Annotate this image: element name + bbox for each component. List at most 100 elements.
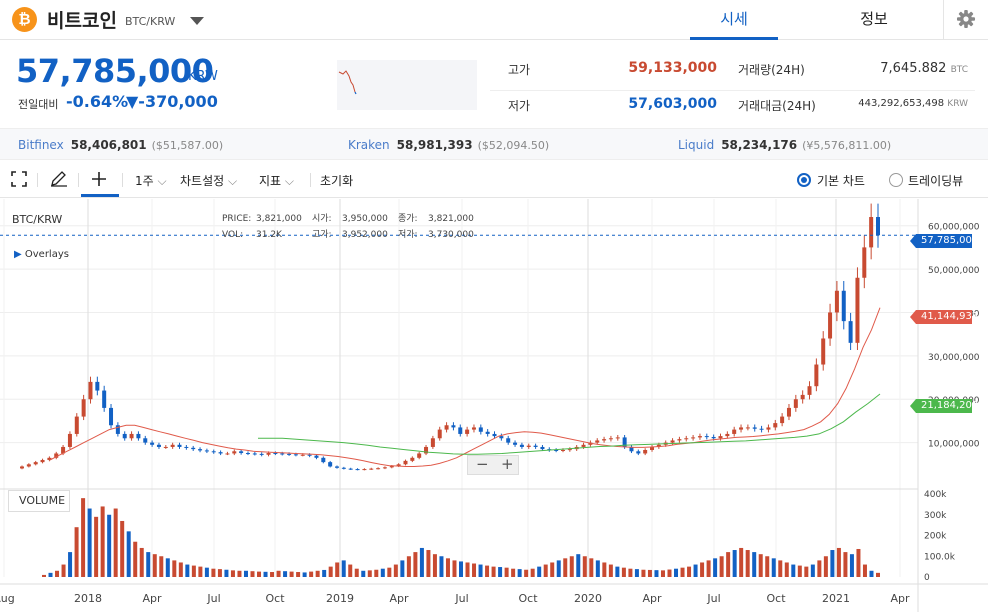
chevron-down-icon[interactable] xyxy=(190,17,204,25)
volume-bar xyxy=(126,531,131,577)
coin-pair[interactable]: BTC/KRW xyxy=(125,15,176,28)
volume-bar xyxy=(582,556,587,577)
volume-bar xyxy=(217,569,222,577)
chart-canvas[interactable]: 10,000,00020,000,00030,000,00040,000,000… xyxy=(0,199,988,612)
candle xyxy=(293,454,298,456)
volume-bar xyxy=(100,506,105,577)
volume-bar xyxy=(328,566,333,577)
x-tick-label: 2020 xyxy=(574,592,602,605)
volume-bar xyxy=(81,498,86,577)
change-percent: -0.64% xyxy=(66,92,129,111)
candle xyxy=(81,399,86,417)
volume-bar xyxy=(778,560,783,577)
volume-bar xyxy=(543,564,548,577)
candle xyxy=(444,425,449,430)
volume-bar xyxy=(341,560,346,577)
settings-button[interactable] xyxy=(943,0,988,40)
volume-bar xyxy=(257,571,262,577)
candle xyxy=(677,439,682,441)
chart-settings-menu[interactable]: 차트설정 ⌵ xyxy=(180,174,238,188)
candle xyxy=(471,427,476,430)
price-unit: KRW xyxy=(188,69,218,84)
expand-icon[interactable] xyxy=(11,171,27,187)
volume-bar xyxy=(374,569,379,577)
volume-bar xyxy=(113,508,118,577)
basic-chart-radio[interactable] xyxy=(797,173,811,187)
bitcoin-icon: ₿ xyxy=(12,7,37,32)
candle xyxy=(622,437,627,447)
basic-chart-label[interactable]: 기본 차트 xyxy=(817,174,865,188)
volume-bar xyxy=(569,556,574,577)
volume-bar xyxy=(537,566,542,577)
candle xyxy=(122,433,127,439)
volume-bar xyxy=(517,569,522,577)
candle xyxy=(102,390,107,408)
crosshair-icon[interactable] xyxy=(91,171,107,187)
candle xyxy=(287,453,292,455)
volume-bar xyxy=(674,568,679,577)
candle xyxy=(245,453,250,455)
exchange-item: Kraken 58,981,393 ($52,094.50) xyxy=(348,138,550,152)
volume-bar xyxy=(68,552,73,577)
volume-bar xyxy=(178,562,183,577)
candle xyxy=(656,444,661,447)
volume-bar xyxy=(387,567,392,577)
overlays-toggle[interactable]: ▶ Overlays xyxy=(14,249,69,260)
tradingview-label[interactable]: 트레이딩뷰 xyxy=(908,174,964,188)
volume-bar xyxy=(862,564,867,577)
volume-bar xyxy=(42,574,46,577)
candle xyxy=(745,427,750,429)
volume-bar xyxy=(680,567,685,577)
amount-value: 443,292,653,498 KRW xyxy=(858,98,968,109)
tradingview-radio[interactable] xyxy=(889,173,903,187)
candle xyxy=(177,444,182,447)
candle xyxy=(876,217,880,236)
zoom-out-button[interactable]: − xyxy=(476,455,489,473)
volume-bar xyxy=(589,558,594,577)
candle xyxy=(95,381,100,391)
zoom-in-button[interactable]: + xyxy=(501,455,514,473)
candle xyxy=(615,437,620,439)
price-chart[interactable]: 10,000,00020,000,00030,000,00040,000,000… xyxy=(0,199,988,612)
tab-price[interactable]: 시세 xyxy=(690,0,778,40)
coin-name[interactable]: 비트코인 xyxy=(47,10,117,32)
tab-info[interactable]: 정보 xyxy=(860,10,888,28)
volume-bar xyxy=(856,548,861,577)
candle xyxy=(33,462,38,465)
volume-bar xyxy=(302,572,307,577)
candle xyxy=(280,453,285,455)
candle xyxy=(643,449,648,454)
volume-bar xyxy=(602,562,607,577)
volume-bar xyxy=(296,572,301,577)
candle xyxy=(170,444,175,447)
volume-bar xyxy=(504,567,509,577)
volume-bar xyxy=(732,550,737,577)
pencil-icon[interactable] xyxy=(50,171,68,187)
candle xyxy=(828,312,833,339)
volume-bar xyxy=(576,554,581,577)
candle xyxy=(417,453,422,458)
ma-long-tag: 21,184,200 xyxy=(910,399,978,413)
candle xyxy=(732,429,737,434)
interval-select[interactable]: 1주 ⌵ xyxy=(135,174,167,188)
x-tick-label: 2019 xyxy=(326,592,354,605)
reset-button[interactable]: 초기화 xyxy=(320,174,354,188)
volume-bar xyxy=(498,567,503,577)
indicators-menu[interactable]: 지표 ⌵ xyxy=(259,174,295,188)
volume-bar xyxy=(771,558,776,577)
volume-bar xyxy=(432,554,437,577)
candle xyxy=(465,429,470,434)
candle xyxy=(115,425,120,434)
volume-value: 7,645.882 BTC xyxy=(880,61,968,76)
volume-bar xyxy=(400,560,405,577)
candle xyxy=(513,442,518,445)
volume-bar xyxy=(765,556,770,577)
candle xyxy=(266,453,271,455)
volume-tick-label: 100.0k xyxy=(924,552,956,562)
gear-icon xyxy=(957,10,975,28)
chart-pair-label: BTC/KRW xyxy=(12,213,63,226)
amount-label: 거래대금(24H) xyxy=(738,99,816,113)
volume-bar xyxy=(283,571,288,577)
candle xyxy=(581,444,586,447)
